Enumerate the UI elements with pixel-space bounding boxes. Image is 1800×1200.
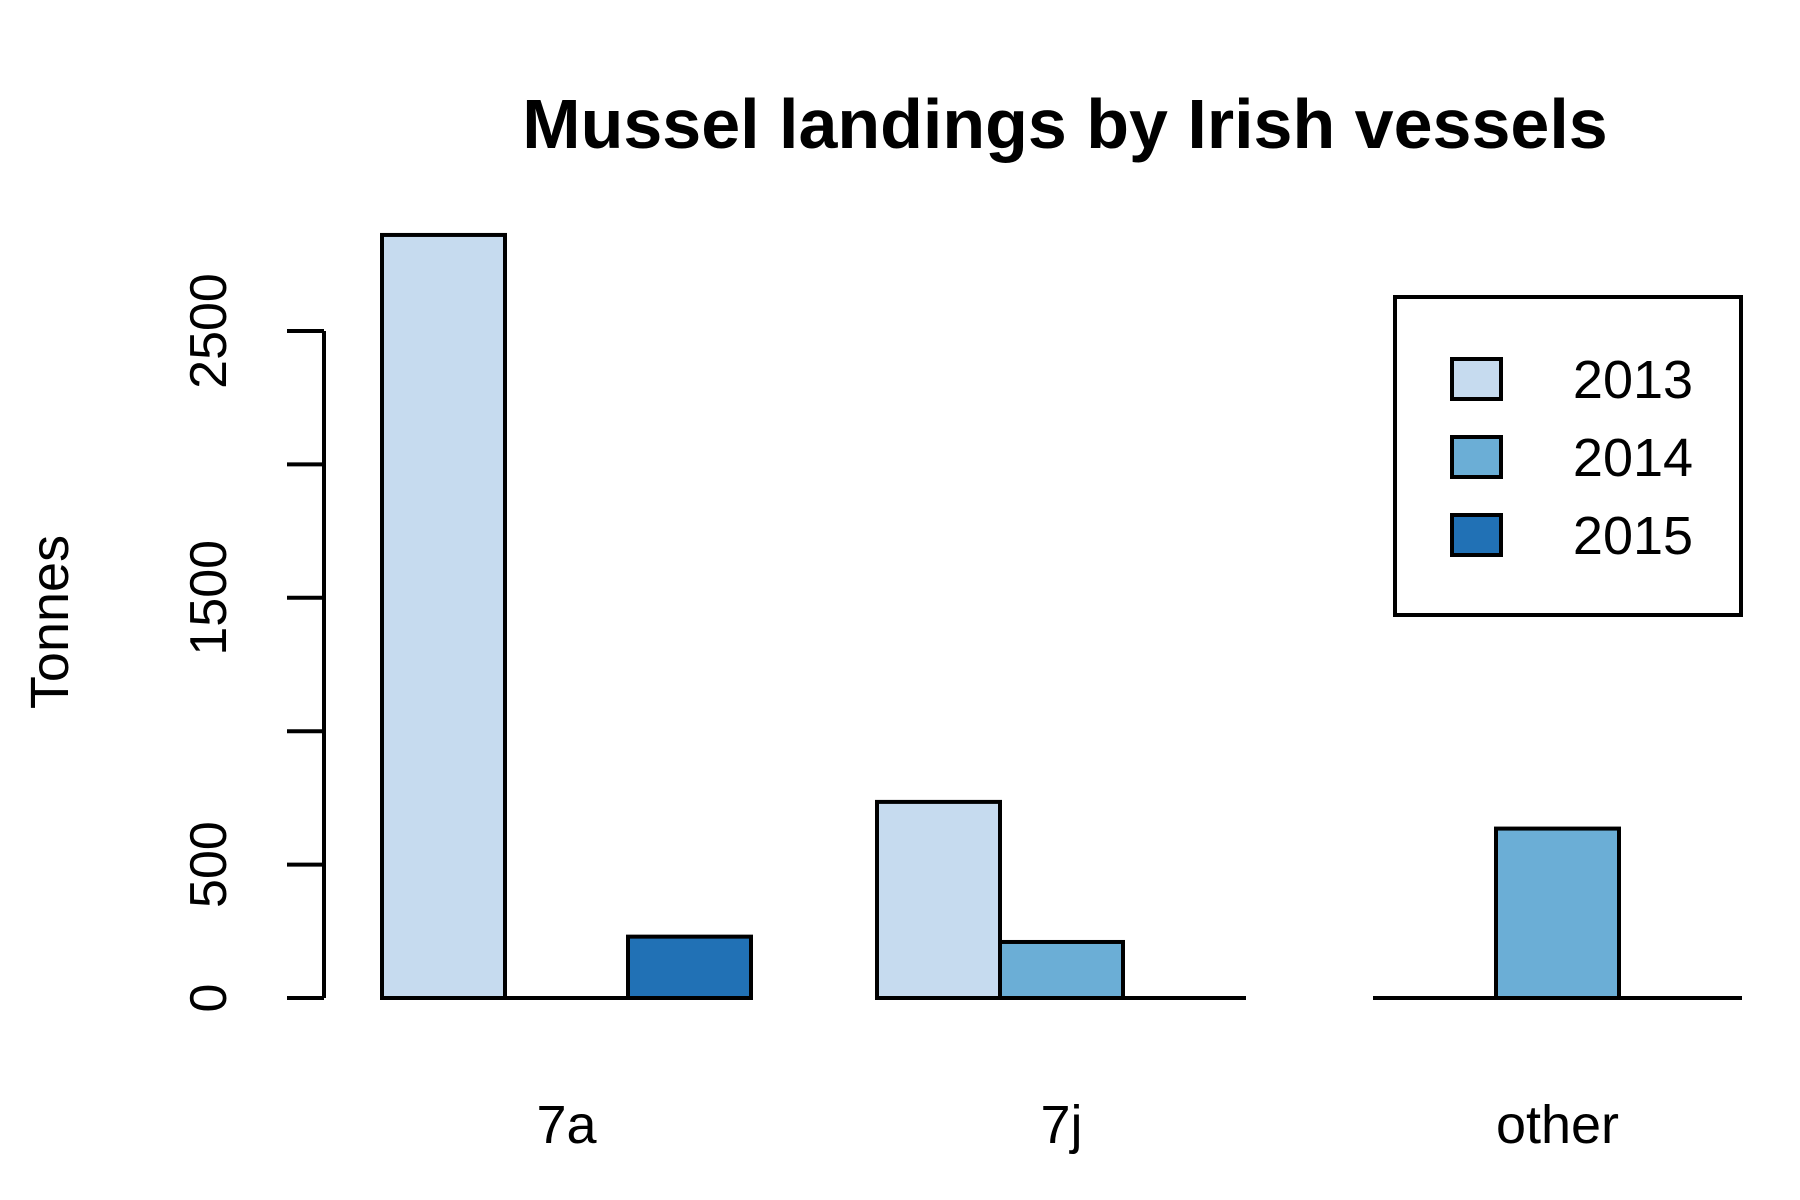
bar-7a-2015 bbox=[626, 934, 753, 1000]
legend: 2013 2014 2015 bbox=[1393, 295, 1743, 617]
category-label-7a: 7a bbox=[536, 1095, 597, 1155]
y-axis-label: Tonnes bbox=[20, 535, 80, 709]
y-tick-label: 0 bbox=[180, 984, 238, 1013]
legend-swatch-2013 bbox=[1450, 357, 1503, 401]
y-tick-label: 500 bbox=[180, 821, 238, 908]
bar-7j-2014 bbox=[998, 939, 1125, 1000]
category-label-7j: 7j bbox=[1040, 1095, 1082, 1155]
y-tick-label: 1500 bbox=[180, 540, 238, 656]
y-axis: 0 500 1500 2500 bbox=[180, 273, 326, 1013]
category-labels: 7a 7j other bbox=[536, 1095, 1619, 1155]
chart-title: Mussel landings by Irish vessels bbox=[522, 85, 1607, 163]
bar-7j-2013 bbox=[875, 799, 1002, 1000]
category-label-other: other bbox=[1496, 1095, 1619, 1155]
legend-label-2015: 2015 bbox=[1573, 506, 1693, 566]
y-tick-label: 2500 bbox=[180, 273, 238, 389]
legend-swatch-2015 bbox=[1450, 513, 1503, 557]
legend-label-2014: 2014 bbox=[1573, 428, 1693, 488]
legend-label-2013: 2013 bbox=[1573, 350, 1693, 410]
legend-swatch-2014 bbox=[1450, 435, 1503, 479]
bar-other-2014 bbox=[1494, 826, 1621, 1000]
bar-7a-2013 bbox=[380, 232, 507, 1000]
bars bbox=[380, 232, 1742, 1000]
